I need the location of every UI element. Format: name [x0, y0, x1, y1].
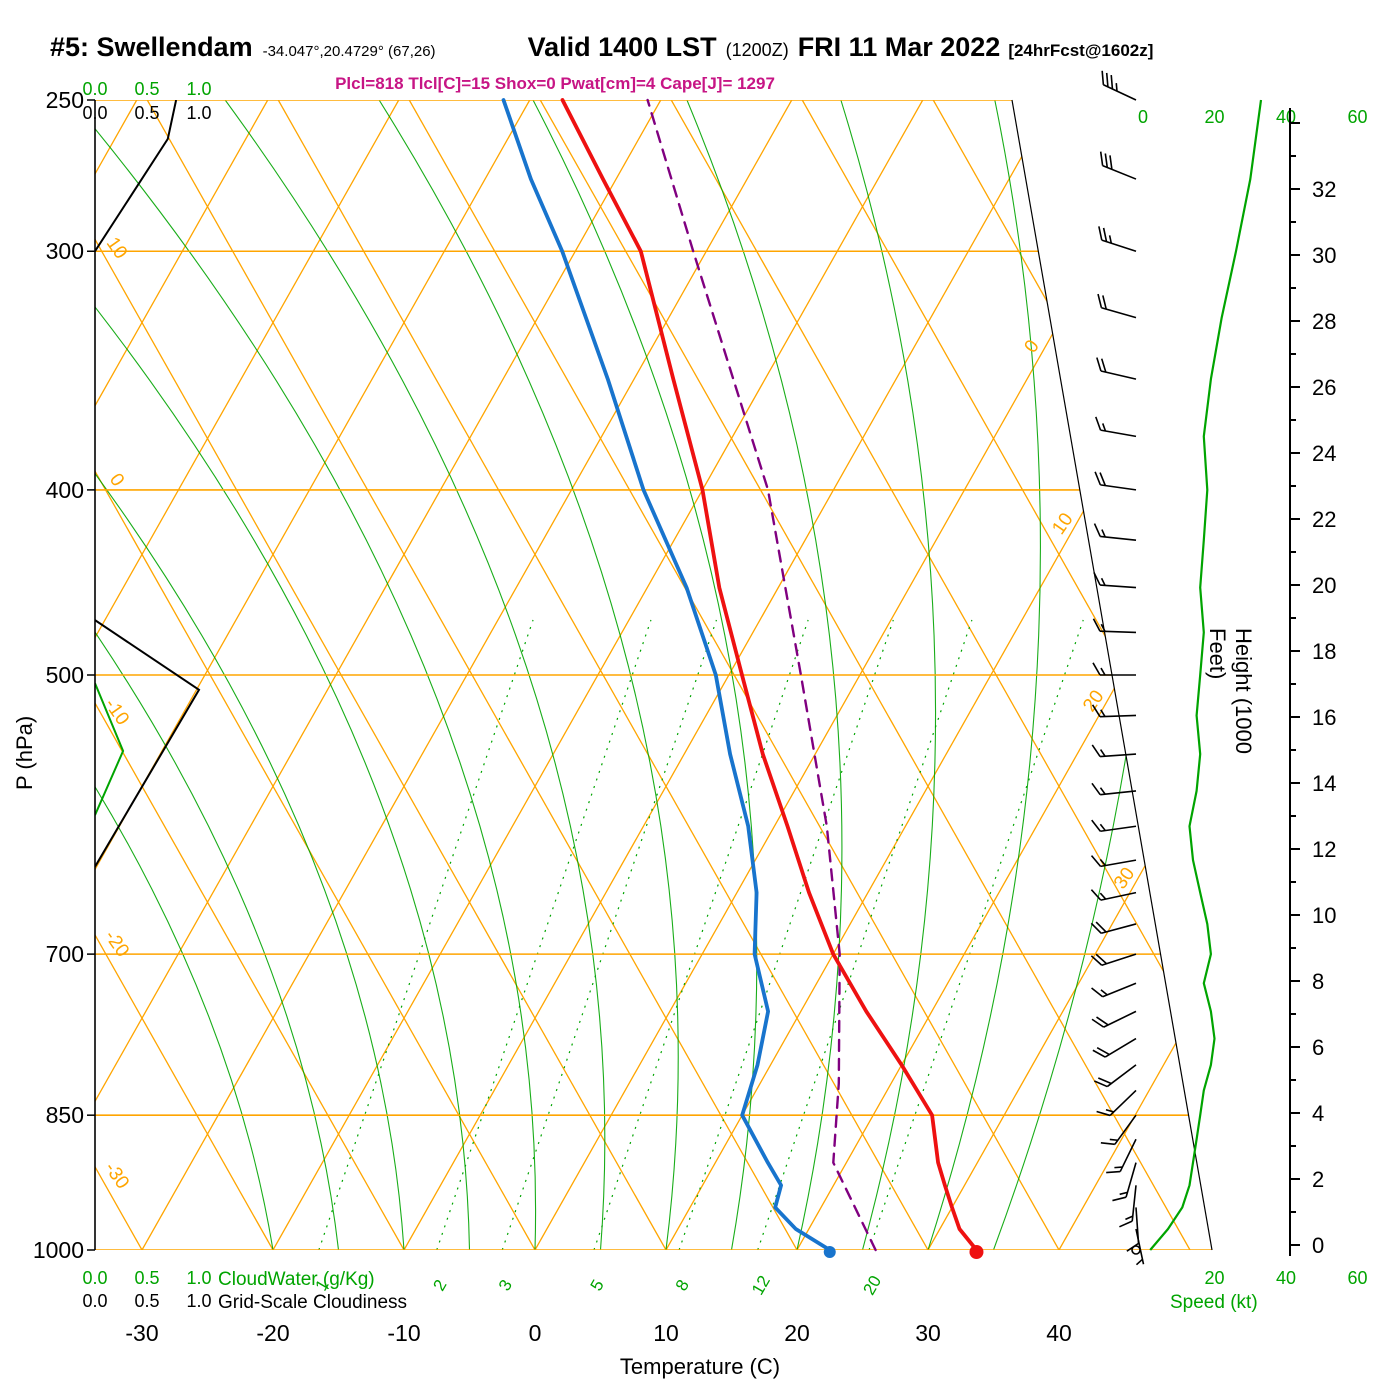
svg-text:1.0: 1.0	[186, 103, 211, 123]
surface-dewpoint-dot	[823, 1246, 836, 1258]
speed-axis-label: Speed (kt)	[1170, 1292, 1258, 1313]
svg-text:850: 850	[46, 1102, 84, 1128]
svg-text:0.5: 0.5	[134, 103, 159, 123]
station-coords: -34.047°,20.4729° (67,26)	[262, 43, 436, 60]
svg-text:0.0: 0.0	[82, 103, 107, 123]
valid-date: FRI 11 Mar 2022	[797, 32, 1001, 62]
svg-text:14: 14	[1312, 771, 1336, 796]
svg-text:-10: -10	[387, 1320, 420, 1346]
svg-text:2: 2	[429, 1276, 450, 1294]
svg-text:0: 0	[1312, 1233, 1324, 1258]
svg-text:32: 32	[1312, 177, 1336, 202]
svg-text:28: 28	[1312, 309, 1336, 334]
svg-text:20: 20	[1312, 573, 1336, 598]
svg-text:4: 4	[1312, 1101, 1324, 1126]
svg-text:8: 8	[1312, 969, 1324, 994]
stability-indices: Plcl=818 Tlcl[C]=15 Shox=0 Pwat[cm]=4 Ca…	[335, 74, 775, 93]
svg-text:0: 0	[105, 470, 128, 491]
svg-text:20: 20	[859, 1272, 885, 1298]
svg-text:20: 20	[1204, 1268, 1224, 1288]
svg-text:10: 10	[1048, 509, 1077, 538]
wind-speed-profile	[1149, 99, 1263, 1251]
parcel-curve	[646, 98, 877, 1252]
svg-text:30: 30	[1110, 864, 1139, 893]
svg-text:8: 8	[672, 1276, 693, 1294]
svg-text:26: 26	[1312, 375, 1336, 400]
svg-text:400: 400	[46, 477, 84, 503]
svg-text:40: 40	[1046, 1320, 1072, 1346]
svg-text:1.0: 1.0	[186, 1291, 211, 1311]
svg-text:24: 24	[1312, 441, 1336, 466]
grid-lines	[95, 100, 1212, 1250]
svg-text:300: 300	[46, 238, 84, 264]
svg-text:12: 12	[1312, 837, 1336, 862]
svg-text:3: 3	[495, 1276, 516, 1294]
svg-text:2: 2	[1312, 1167, 1324, 1192]
cloudwater-legend: CloudWater (g/Kg)	[218, 1269, 375, 1290]
svg-text:0.0: 0.0	[82, 1291, 107, 1311]
dewpoint-curve	[501, 98, 832, 1252]
svg-text:60: 60	[1347, 107, 1367, 127]
svg-text:0: 0	[529, 1320, 542, 1346]
svg-text:0.5: 0.5	[134, 1268, 159, 1288]
svg-text:0.5: 0.5	[134, 1291, 159, 1311]
svg-text:1.0: 1.0	[186, 1268, 211, 1288]
svg-text:0.0: 0.0	[82, 79, 107, 99]
temperature-curve	[560, 98, 979, 1252]
valid-time: Valid 1400 LST	[527, 32, 717, 62]
svg-text:40: 40	[1276, 1268, 1296, 1288]
svg-text:12: 12	[748, 1272, 774, 1298]
svg-text:6: 6	[1312, 1035, 1324, 1060]
svg-text:10: 10	[1312, 903, 1336, 928]
svg-text:0.0: 0.0	[82, 1268, 107, 1288]
svg-text:16: 16	[1312, 705, 1336, 730]
surface-temp-dot	[969, 1245, 984, 1259]
svg-text:10: 10	[653, 1320, 679, 1346]
wind-barbs	[1090, 70, 1145, 1266]
height-axis-label: Height (1000 Feet)	[1205, 628, 1256, 754]
station-title: #5: Swellendam	[50, 32, 253, 62]
svg-text:0: 0	[1021, 336, 1044, 357]
svg-text:1000: 1000	[33, 1237, 84, 1263]
svg-text:18: 18	[1312, 639, 1336, 664]
temperature-axis-label: Temperature (C)	[619, 1354, 781, 1379]
svg-text:30: 30	[1312, 243, 1336, 268]
svg-text:60: 60	[1347, 1268, 1367, 1288]
svg-text:1.0: 1.0	[186, 79, 211, 99]
cloudiness-legend: Grid-Scale Cloudiness	[218, 1292, 408, 1313]
svg-text:700: 700	[46, 941, 84, 967]
forecast-tag: [24hrFcst@1602z]	[1008, 41, 1154, 60]
svg-text:0.5: 0.5	[134, 79, 159, 99]
svg-text:-30: -30	[125, 1320, 158, 1346]
svg-text:5: 5	[587, 1276, 608, 1294]
svg-text:20: 20	[784, 1320, 810, 1346]
svg-text:-20: -20	[100, 927, 133, 962]
svg-text:500: 500	[46, 662, 84, 688]
svg-text:-10: -10	[100, 695, 133, 730]
svg-text:30: 30	[915, 1320, 941, 1346]
pressure-axis-label: P (hPa)	[12, 715, 37, 790]
svg-text:22: 22	[1312, 507, 1336, 532]
svg-text:-20: -20	[256, 1320, 289, 1346]
svg-text:250: 250	[46, 87, 84, 113]
svg-text:0: 0	[1138, 107, 1148, 127]
svg-text:20: 20	[1204, 107, 1224, 127]
chart-title: #5: Swellendam -34.047°,20.4729° (67,26)…	[50, 32, 1153, 63]
valid-zulu: (1200Z)	[725, 40, 789, 60]
svg-text:-30: -30	[100, 1158, 133, 1193]
svg-text:20: 20	[1079, 687, 1108, 716]
